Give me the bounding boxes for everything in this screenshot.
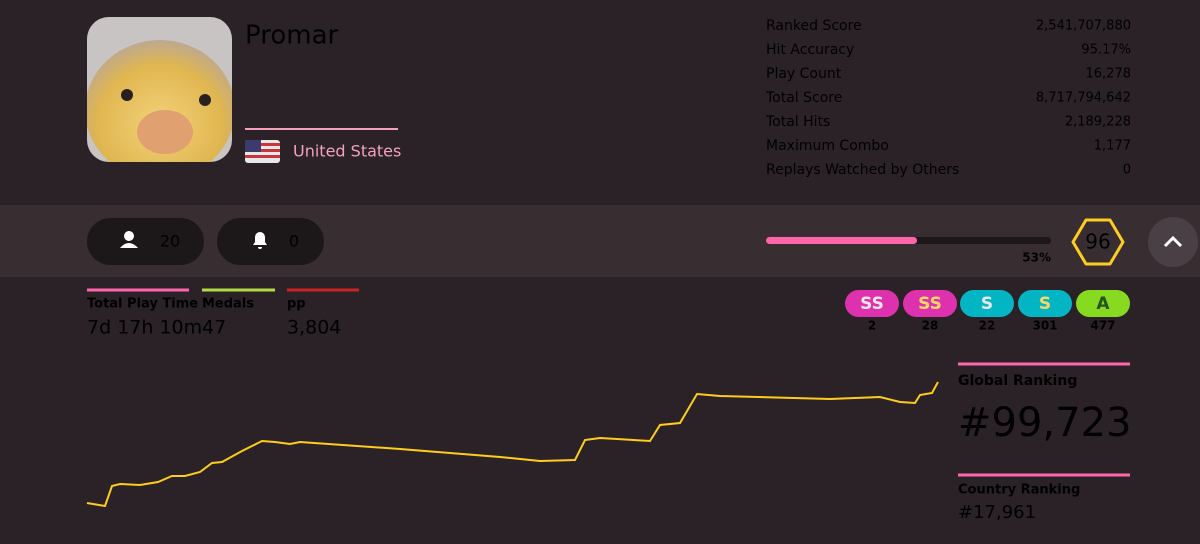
stat-value: 1,177 [1094,139,1131,154]
collapse-button[interactable] [1148,217,1198,267]
grade-badge [845,290,899,317]
grade-badge [1018,290,1072,317]
stat-label: Play Count [766,66,842,82]
rank-graph [86,381,939,508]
global-ranking-label: Global Ranking [958,373,1077,389]
grade-badge [903,290,957,317]
grade-count: 2 [868,319,876,333]
notifications: 0 [289,232,299,251]
grade-label: S [1039,294,1051,314]
level-progress: 53% [1022,251,1051,265]
stat-value: 95.17% [1081,43,1131,58]
grade-count: 301 [1032,319,1057,333]
grade-count: 28 [922,319,939,333]
stat-label: Hit Accuracy [766,42,854,58]
grade-badge [1076,290,1130,317]
summary-label: pp [287,297,306,312]
notify-pill[interactable] [217,218,324,265]
chevron [1163,235,1183,248]
stat-label: Replays Watched by Others [766,162,959,178]
level-badge [1071,218,1125,266]
user-icon [120,231,138,248]
grade-label: S [981,294,993,314]
stat-label: Total Hits [765,114,830,130]
stat-label: Maximum Combo [766,138,889,154]
bell-icon [253,232,267,249]
grade-badge [960,290,1014,317]
country-ranking: #17,961 [958,502,1036,523]
summary-label: Medals [202,297,254,312]
username: Promar [245,21,339,51]
stat-value: 8,717,794,642 [1036,91,1131,106]
grade-label: SS [860,294,884,314]
level: 96 [1085,230,1110,254]
avatar [87,17,232,162]
flag [245,140,280,163]
country-ranking-label: Country Ranking [958,483,1080,498]
summary-value: 47 [202,317,226,339]
followers-pill[interactable] [87,218,204,265]
stat-value: 0 [1123,163,1131,178]
grade-label: SS [918,294,942,314]
level-progress-bar [766,237,918,244]
grade-count: 22 [979,319,996,333]
grade-count: 477 [1090,319,1115,333]
grade-label: A [1096,294,1110,314]
followers: 20 [160,232,180,251]
summary-value: 3,804 [287,317,341,339]
stat-value: 2,541,707,880 [1036,19,1131,34]
global-ranking: #99,723 [958,400,1131,446]
stat-label: Total Score [765,90,842,106]
country[interactable]: United States [293,142,401,161]
stat-value: 16,278 [1086,67,1132,82]
stat-value: 2,189,228 [1065,115,1131,130]
summary-value: 7d 17h 10m [87,317,202,339]
summary-label: Total Play Time [87,297,198,312]
stat-label: Ranked Score [766,18,862,34]
